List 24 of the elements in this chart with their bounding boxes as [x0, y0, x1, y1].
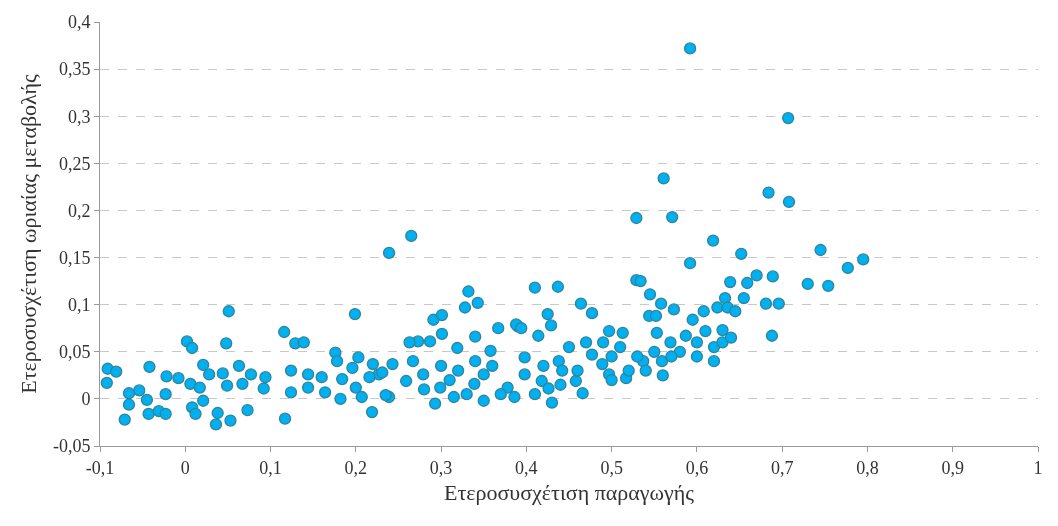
y-tick-label: 0,15: [58, 247, 91, 268]
x-tick-label: 0,2: [344, 457, 368, 478]
x-tick-label: 0,7: [770, 457, 794, 478]
y-tick-label: 0: [81, 389, 91, 410]
y-axis-title: Ετεροσυσχέτιση ωριαίας μεταβολής: [15, 73, 41, 394]
y-tick-label: 0,1: [67, 294, 91, 315]
x-tick-label: 0,8: [856, 457, 879, 478]
x-tick-label: 0,9: [941, 457, 964, 478]
x-tick-label: 0,3: [429, 457, 453, 478]
y-tick-label: -0,05: [52, 436, 91, 457]
y-tick-label: 0,3: [67, 106, 91, 127]
x-tick-label: 0,1: [259, 457, 282, 478]
x-tick-label: -0,1: [85, 457, 115, 478]
y-tick-label: 0,25: [58, 153, 91, 174]
x-tick-label: 1: [1033, 457, 1043, 478]
y-tick-label: 0,35: [58, 59, 91, 80]
x-tick-label: 0: [180, 457, 190, 478]
x-tick-label: 0,5: [600, 457, 623, 478]
x-tick-label: 0,6: [685, 457, 709, 478]
x-tick-label: 0,4: [515, 457, 538, 478]
x-axis-title: Ετεροσυσχέτιση παραγωγής: [443, 480, 695, 506]
y-tick-label: 0,4: [67, 12, 91, 33]
y-tick-label: 0,2: [67, 200, 91, 221]
y-tick-label: 0,05: [58, 342, 91, 363]
